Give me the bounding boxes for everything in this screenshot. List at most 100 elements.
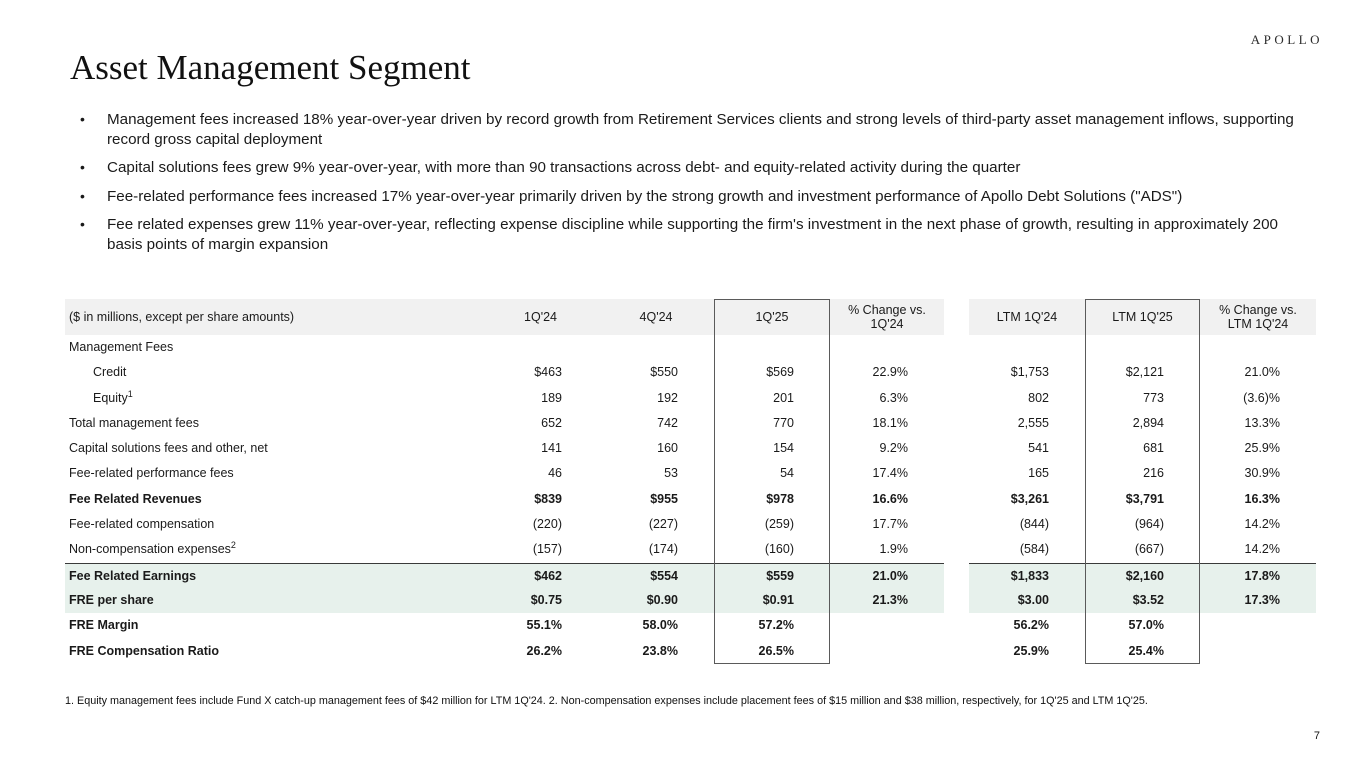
table-header-row: ($ in millions, except per share amounts… bbox=[65, 299, 1316, 335]
table-cell: $3.00 bbox=[969, 587, 1085, 614]
table-cell bbox=[830, 613, 944, 638]
table-cell: 9.2% bbox=[879, 441, 909, 456]
row-label: FRE per share bbox=[65, 587, 483, 614]
table-cell: (667) bbox=[1134, 542, 1164, 557]
table-cell: 22.9% bbox=[872, 365, 908, 380]
table-cell: $1,753 bbox=[1010, 365, 1049, 380]
footnote-marker: 2 bbox=[230, 540, 236, 551]
column-header: LTM 1Q'25 bbox=[1085, 299, 1200, 335]
table-cell: 26.2% bbox=[526, 643, 562, 658]
table-row: Capital solutions fees and other, net 141… bbox=[65, 436, 1315, 461]
table-cell bbox=[1200, 639, 1316, 664]
table-cell: $559 bbox=[714, 562, 830, 588]
page-number: 7 bbox=[1313, 730, 1320, 742]
table-cell: 17.7% bbox=[872, 517, 908, 532]
table-cell: 189 bbox=[541, 390, 562, 405]
table-cell: $3.52 bbox=[1085, 587, 1200, 614]
footnote-marker: 1 bbox=[127, 388, 133, 399]
row-label: Non-compensation expenses2 bbox=[69, 540, 236, 557]
table-cell: $2,121 bbox=[1125, 365, 1164, 380]
table-cell: 14.2% bbox=[1244, 542, 1280, 557]
table-cell: 802 bbox=[1028, 390, 1049, 405]
row-label: FRE Margin bbox=[69, 618, 139, 633]
table-cell: (964) bbox=[1134, 517, 1164, 532]
row-label: Equity1 bbox=[93, 388, 133, 405]
table-cell bbox=[1200, 613, 1316, 638]
column-header: 1Q'24 bbox=[483, 299, 598, 335]
row-label: Fee-related compensation bbox=[69, 517, 215, 532]
row-label: Fee Related Revenues bbox=[69, 491, 202, 506]
table-cell: $569 bbox=[766, 365, 794, 380]
column-gap bbox=[944, 461, 969, 486]
table-row: FRE per share $0.75 $0.90 $0.91 21.3% $3.00 $3… bbox=[65, 587, 1316, 614]
column-header: LTM 1Q'24 bbox=[969, 299, 1085, 335]
table-cell: $955 bbox=[650, 491, 678, 506]
bullet-item: Fee-related performance fees increased 1… bbox=[74, 187, 1304, 207]
table-cell: 26.5% bbox=[758, 643, 794, 658]
column-gap bbox=[944, 360, 969, 385]
column-gap bbox=[944, 299, 969, 335]
table-cell bbox=[483, 335, 598, 360]
table-cell: 541 bbox=[1028, 441, 1049, 456]
table-cell: 56.2% bbox=[1013, 618, 1049, 633]
table-cell: 21.0% bbox=[830, 562, 944, 588]
financial-table: ($ in millions, except per share amounts… bbox=[65, 299, 1316, 664]
bullet-item: Management fees increased 18% year-over-… bbox=[74, 110, 1304, 149]
table-cell: 652 bbox=[541, 415, 562, 430]
table-cell: 23.8% bbox=[642, 643, 678, 658]
column-gap bbox=[944, 639, 969, 664]
table-cell: $978 bbox=[766, 491, 794, 506]
column-gap bbox=[944, 562, 969, 588]
table-cell: 18.1% bbox=[872, 415, 908, 430]
table-cell bbox=[830, 335, 944, 360]
table-cell: $462 bbox=[483, 562, 598, 588]
column-gap bbox=[944, 335, 969, 360]
table-cell: 21.3% bbox=[830, 587, 944, 614]
table-cell: 2,894 bbox=[1132, 415, 1164, 430]
bullet-item: Fee related expenses grew 11% year-over-… bbox=[74, 215, 1304, 254]
page-title: Asset Management Segment bbox=[70, 48, 471, 87]
table-cell: 17.8% bbox=[1200, 562, 1316, 588]
column-header: % Change vs. 1Q'24 bbox=[830, 299, 944, 335]
table-cell: 54 bbox=[780, 466, 794, 481]
table-cell bbox=[830, 639, 944, 664]
table-cell: $2,160 bbox=[1085, 562, 1200, 588]
table-cell: $0.90 bbox=[598, 587, 714, 614]
table-cell: (160) bbox=[764, 542, 794, 557]
column-gap bbox=[944, 411, 969, 436]
table-cell: (157) bbox=[532, 542, 562, 557]
table-row: Fee Related Earnings $462 $554 $559 21.0% $1,… bbox=[65, 562, 1316, 588]
table-row: Fee-related performance fees 46 53 54 17.4% 1… bbox=[65, 461, 1315, 486]
table-row: FRE Compensation Ratio 26.2% 23.8% 26.5% 25.… bbox=[65, 639, 1315, 664]
table-row: Fee-related compensation (220) (227) (259) 1… bbox=[65, 512, 1315, 537]
table-cell: $3,791 bbox=[1125, 491, 1164, 506]
table-cell: 773 bbox=[1143, 390, 1164, 405]
table-cell: $554 bbox=[598, 562, 714, 588]
table-cell: $3,261 bbox=[1010, 491, 1049, 506]
column-gap bbox=[944, 613, 969, 638]
table-cell: 16.6% bbox=[872, 491, 908, 506]
row-label: Management Fees bbox=[69, 340, 174, 354]
table-cell bbox=[598, 335, 714, 360]
column-gap bbox=[944, 487, 969, 512]
row-label: Fee-related performance fees bbox=[69, 466, 234, 481]
table-cell: 165 bbox=[1028, 466, 1049, 481]
table-cell bbox=[1085, 335, 1200, 360]
bullet-list: Management fees increased 18% year-over-… bbox=[74, 110, 1304, 263]
table-cell: 25.9% bbox=[1013, 643, 1049, 658]
table-cell: (584) bbox=[1019, 542, 1049, 557]
row-label: Fee Related Earnings bbox=[65, 562, 483, 588]
table-cell: 55.1% bbox=[526, 618, 562, 633]
table-cell bbox=[714, 335, 830, 360]
column-gap bbox=[944, 537, 969, 562]
row-label: FRE Compensation Ratio bbox=[69, 643, 220, 658]
table-cell: 25.9% bbox=[1244, 441, 1280, 456]
table-cell: 13.3% bbox=[1244, 415, 1280, 430]
table-cell: (259) bbox=[764, 517, 794, 532]
table-cell: 57.0% bbox=[1128, 618, 1164, 633]
table-cell: 53 bbox=[664, 466, 678, 481]
bullet-item: Capital solutions fees grew 9% year-over… bbox=[74, 158, 1304, 178]
footnote: 1. Equity management fees include Fund X… bbox=[65, 695, 1148, 707]
table-row: Equity1 189 192 201 6.3% 802 773 (3.6)% bbox=[65, 386, 1315, 411]
